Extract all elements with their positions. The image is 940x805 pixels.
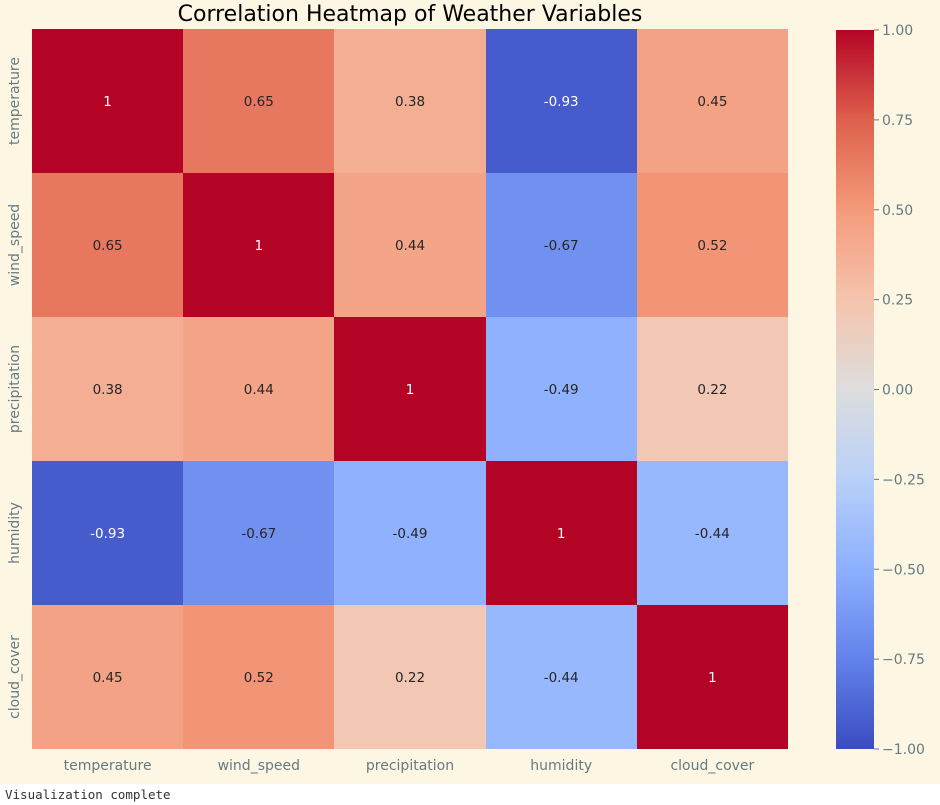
y-tick-label: cloud_cover [7, 635, 23, 719]
cell-annotation: 0.38 [93, 382, 123, 398]
heatmap-chart: Correlation Heatmap of Weather Variables… [7, 2, 925, 774]
heatmap-cell [334, 173, 486, 317]
cell-annotation: 0.52 [697, 238, 727, 254]
cell-annotation: -0.49 [393, 526, 428, 542]
heatmap-cell [183, 317, 334, 461]
cell-annotation: 0.65 [93, 238, 123, 254]
colorbar-ticks: 1.00 0.75 0.50 0.25 0.00 −0.25 −0.50 −0.75 −1.00 [874, 23, 925, 758]
cell-annotation: 0.22 [697, 382, 727, 398]
cell-annotation: -0.67 [241, 526, 276, 542]
heatmap-cell [486, 461, 637, 605]
colorbar-tick-label: 1.00 [882, 23, 913, 39]
heatmap-cell [334, 317, 486, 461]
colorbar-tick-label: 0.50 [882, 203, 913, 219]
heatmap-cell [637, 317, 788, 461]
cell-annotation: 1 [406, 382, 415, 398]
heatmap-cell [183, 461, 334, 605]
heatmap-cell [183, 29, 334, 173]
cell-annotation: -0.93 [544, 94, 579, 110]
heatmap-cell [183, 605, 334, 749]
heatmap-cell [32, 317, 183, 461]
cell-annotation: 0.45 [697, 94, 727, 110]
heatmap-cell [334, 461, 486, 605]
cell-annotation: -0.44 [544, 670, 579, 686]
chart-figure: Correlation Heatmap of Weather Variables… [7, 2, 925, 774]
x-axis-tick-labels: temperature wind_speed precipitation humidi… [64, 758, 755, 774]
heatmap-cell [637, 29, 788, 173]
heatmap-cell [486, 317, 637, 461]
x-tick-label: cloud_cover [670, 758, 754, 774]
cell-annotation: 1 [708, 670, 717, 686]
cell-annotation: -0.93 [90, 526, 125, 542]
y-tick-label: humidity [7, 502, 23, 564]
y-tick-label: temperature [7, 57, 23, 145]
heatmap-cell [32, 173, 183, 317]
cell-annotation: 1 [557, 526, 566, 542]
cell-annotation: -0.67 [544, 238, 579, 254]
cell-annotation: -0.49 [544, 382, 579, 398]
cell-annotation: 0.44 [244, 382, 274, 398]
heatmap-cell [32, 461, 183, 605]
heatmap-cell [183, 173, 334, 317]
cell-annotation: -0.44 [695, 526, 730, 542]
heatmap-cell [486, 29, 637, 173]
heatmap-cell [486, 173, 637, 317]
heatmap-cell [637, 461, 788, 605]
cell-annotation: 0.44 [395, 238, 425, 254]
colorbar-tick-label: 0.75 [882, 113, 913, 129]
status-message: Visualization complete [0, 784, 940, 805]
x-tick-label: humidity [530, 758, 592, 774]
x-tick-label: precipitation [366, 758, 454, 774]
colorbar-tick-label: −0.50 [882, 562, 925, 578]
colorbar-tick-label: 0.00 [882, 383, 913, 399]
cell-annotation: 1 [103, 94, 112, 110]
colorbar [836, 30, 874, 749]
colorbar-tick-label: 0.25 [882, 293, 913, 309]
cell-annotation: 0.38 [395, 94, 425, 110]
cell-annotation: 0.45 [93, 670, 123, 686]
heatmap-cell [334, 29, 486, 173]
colorbar-tick-label: −0.75 [882, 652, 925, 668]
cell-annotation: 0.22 [395, 670, 425, 686]
colorbar-tick-label: −0.25 [882, 472, 925, 488]
x-tick-label: temperature [64, 758, 152, 774]
heatmap-annotations: 1 0.65 0.38 -0.93 0.45 0.65 1 0.44 -0.67 0.52 0.38… [90, 94, 730, 686]
cell-annotation: 0.65 [244, 94, 274, 110]
heatmap-cell [32, 605, 183, 749]
y-tick-label: wind_speed [7, 204, 23, 286]
cell-annotation: 0.52 [244, 670, 274, 686]
heatmap-cells [32, 29, 788, 749]
heatmap-cell [637, 605, 788, 749]
x-tick-label: wind_speed [218, 758, 300, 774]
heatmap-cell [334, 605, 486, 749]
heatmap-cell [32, 29, 183, 173]
heatmap-cell [486, 605, 637, 749]
y-tick-label: precipitation [7, 345, 23, 433]
colorbar-tick-label: −1.00 [882, 742, 925, 758]
heatmap-cell [637, 173, 788, 317]
chart-title: Correlation Heatmap of Weather Variables [178, 2, 643, 27]
y-axis-tick-labels: temperature wind_speed precipitation humidi… [7, 57, 23, 719]
cell-annotation: 1 [255, 238, 264, 254]
